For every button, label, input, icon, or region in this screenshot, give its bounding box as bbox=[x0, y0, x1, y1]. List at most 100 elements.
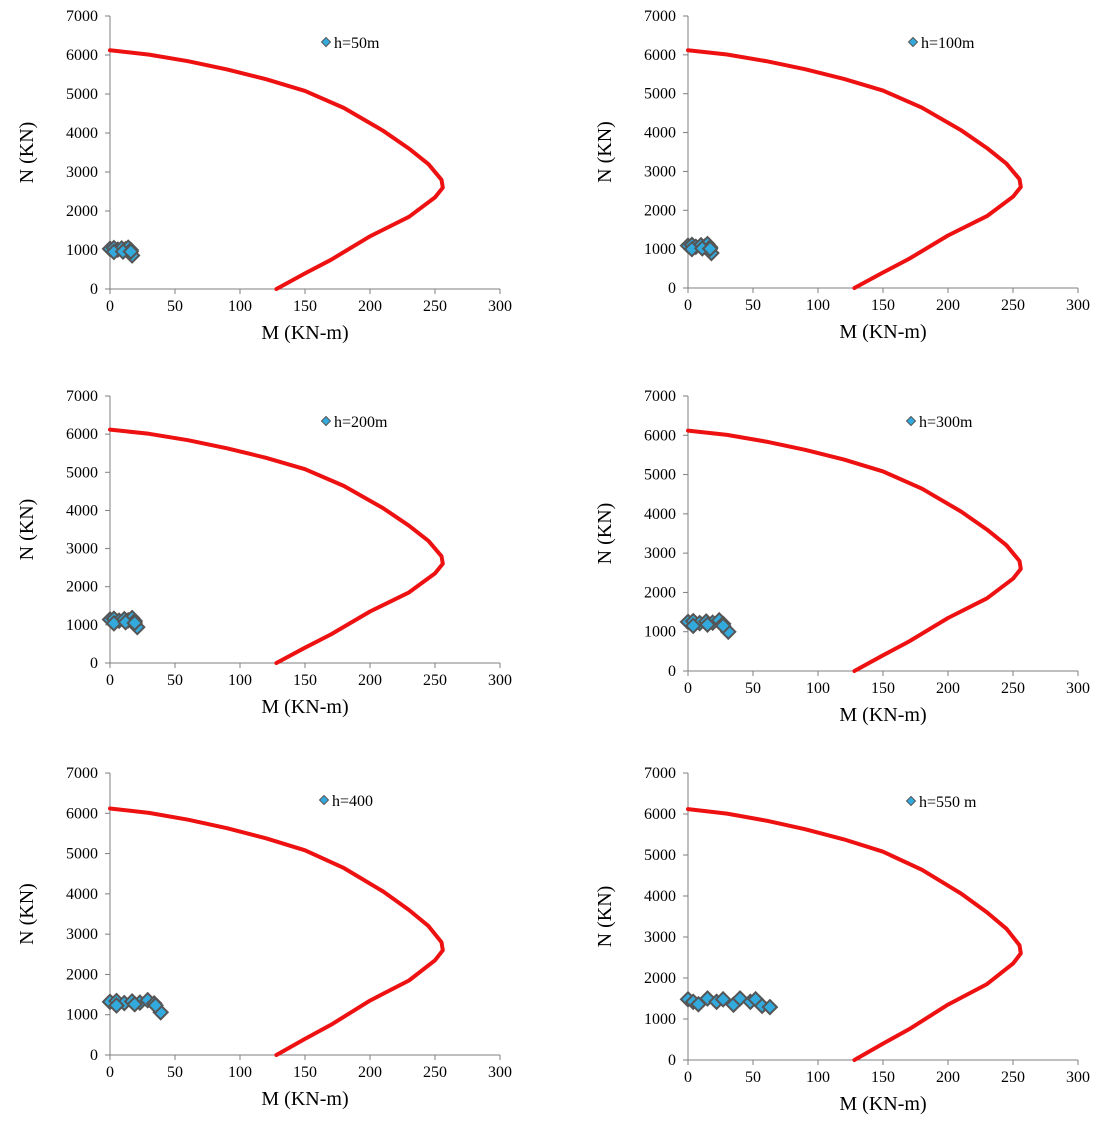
x-tick-label: 300 bbox=[1066, 1069, 1090, 1086]
x-tick-label: 200 bbox=[936, 680, 960, 697]
x-tick-label: 200 bbox=[936, 297, 960, 314]
chart-panel-4: 0 1000 2000 3000 4000 5000 6000 7000 0 50 100 150 20… bbox=[594, 388, 1090, 726]
chart-panel-3: 0 1000 2000 3000 4000 5000 6000 7000 0 50 100 150 20… bbox=[16, 388, 512, 718]
x-tick-label: 150 bbox=[871, 1069, 895, 1086]
x-tick-label: 100 bbox=[228, 672, 252, 689]
x-tick-label: 250 bbox=[423, 1064, 447, 1081]
x-axis-title: M (KN-m) bbox=[261, 322, 348, 344]
y-tick-label: 6000 bbox=[66, 805, 98, 822]
y-tick-label: 6000 bbox=[66, 426, 98, 443]
x-tick-label: 0 bbox=[684, 680, 692, 697]
interaction-curve bbox=[686, 48, 1023, 290]
x-tick-label: 50 bbox=[745, 680, 761, 697]
legend-marker bbox=[905, 795, 917, 807]
x-axis-title: M (KN-m) bbox=[839, 321, 926, 343]
legend-label: h=100m bbox=[921, 35, 975, 52]
interaction-curve bbox=[108, 427, 445, 665]
y-tick-label: 1000 bbox=[66, 242, 98, 259]
y-tick-label: 2000 bbox=[644, 970, 676, 987]
y-axis-title: N (KN) bbox=[16, 499, 38, 561]
x-tick-label: 200 bbox=[936, 1069, 960, 1086]
x-tick-label: 300 bbox=[1066, 680, 1090, 697]
x-tick-label: 150 bbox=[293, 672, 317, 689]
y-tick-label: 7000 bbox=[644, 8, 676, 25]
y-tick-label: 6000 bbox=[644, 806, 676, 823]
y-tick-label: 0 bbox=[90, 1047, 98, 1064]
y-tick-label: 0 bbox=[668, 1052, 676, 1069]
y-tick-label: 3000 bbox=[644, 929, 676, 946]
y-tick-label: 7000 bbox=[66, 388, 98, 405]
y-tick-label: 7000 bbox=[644, 388, 676, 405]
data-point-marker bbox=[126, 614, 144, 632]
chart-panel-5: 0 1000 2000 3000 4000 5000 6000 7000 0 50 100 150 20… bbox=[16, 765, 512, 1110]
x-tick-label: 250 bbox=[1001, 1069, 1025, 1086]
x-tick-label: 250 bbox=[423, 672, 447, 689]
chart-panel-2: 0 1000 2000 3000 4000 5000 6000 7000 0 50 100 150 20… bbox=[594, 8, 1090, 343]
x-tick-label: 0 bbox=[106, 298, 114, 315]
x-tick-label: 100 bbox=[228, 1064, 252, 1081]
legend-label: h=200m bbox=[334, 414, 388, 431]
y-tick-label: 4000 bbox=[66, 886, 98, 903]
interaction-curve bbox=[108, 806, 445, 1057]
legend-marker bbox=[318, 794, 330, 806]
legend-marker bbox=[905, 415, 917, 427]
y-axis-title: N (KN) bbox=[594, 121, 616, 183]
x-axis-title: M (KN-m) bbox=[839, 704, 926, 726]
x-tick-label: 0 bbox=[684, 297, 692, 314]
x-tick-label: 150 bbox=[871, 680, 895, 697]
x-tick-label: 0 bbox=[106, 1064, 114, 1081]
x-axis-title: M (KN-m) bbox=[261, 1088, 348, 1110]
y-tick-label: 1000 bbox=[66, 617, 98, 634]
data-point-marker bbox=[126, 995, 144, 1013]
x-tick-label: 300 bbox=[1066, 297, 1090, 314]
x-tick-label: 150 bbox=[871, 297, 895, 314]
legend-marker bbox=[907, 36, 919, 48]
data-point-marker bbox=[108, 997, 125, 1014]
x-tick-label: 50 bbox=[167, 298, 183, 315]
interaction-curve bbox=[108, 48, 445, 291]
interaction-curve bbox=[686, 428, 1023, 673]
y-tick-label: 2000 bbox=[644, 584, 676, 601]
x-tick-label: 50 bbox=[745, 1069, 761, 1086]
y-tick-label: 1000 bbox=[66, 1007, 98, 1024]
y-tick-label: 7000 bbox=[66, 8, 98, 25]
x-tick-label: 250 bbox=[1001, 297, 1025, 314]
y-tick-label: 5000 bbox=[644, 467, 676, 484]
data-point-marker bbox=[684, 617, 702, 635]
data-point-marker bbox=[147, 997, 164, 1014]
y-tick-label: 4000 bbox=[644, 888, 676, 905]
legend-marker bbox=[320, 36, 332, 48]
y-axis-title: N (KN) bbox=[594, 886, 616, 948]
x-axis-title: M (KN-m) bbox=[261, 696, 348, 718]
legend-label: h=400 bbox=[332, 793, 373, 810]
x-tick-label: 300 bbox=[488, 298, 512, 315]
data-point-marker bbox=[714, 617, 732, 635]
y-tick-label: 1000 bbox=[644, 1011, 676, 1028]
y-axis-title: N (KN) bbox=[16, 122, 38, 184]
data-point-marker bbox=[699, 616, 716, 634]
data-point-marker bbox=[122, 243, 140, 260]
x-tick-label: 100 bbox=[806, 680, 830, 697]
y-tick-label: 2000 bbox=[66, 203, 98, 220]
x-tick-label: 200 bbox=[358, 1064, 382, 1081]
x-tick-label: 100 bbox=[228, 298, 252, 315]
y-tick-label: 3000 bbox=[66, 926, 98, 943]
y-tick-label: 5000 bbox=[66, 86, 98, 103]
data-point-marker bbox=[701, 240, 719, 258]
y-tick-label: 3000 bbox=[644, 545, 676, 562]
x-tick-label: 300 bbox=[488, 672, 512, 689]
x-tick-label: 0 bbox=[106, 672, 114, 689]
data-point-marker bbox=[761, 998, 779, 1016]
legend-label: h=550 m bbox=[919, 794, 977, 811]
y-tick-label: 2000 bbox=[66, 579, 98, 596]
y-tick-label: 4000 bbox=[644, 125, 676, 142]
y-tick-label: 6000 bbox=[644, 47, 676, 64]
x-tick-label: 300 bbox=[488, 1064, 512, 1081]
legend-marker bbox=[320, 415, 332, 427]
y-axis-title: N (KN) bbox=[16, 883, 38, 945]
interaction-curve bbox=[686, 807, 1023, 1062]
y-tick-label: 0 bbox=[668, 663, 676, 680]
chart-panel-6: 0 1000 2000 3000 4000 5000 6000 7000 0 50 100 150 20… bbox=[594, 765, 1090, 1115]
y-tick-label: 7000 bbox=[66, 765, 98, 782]
